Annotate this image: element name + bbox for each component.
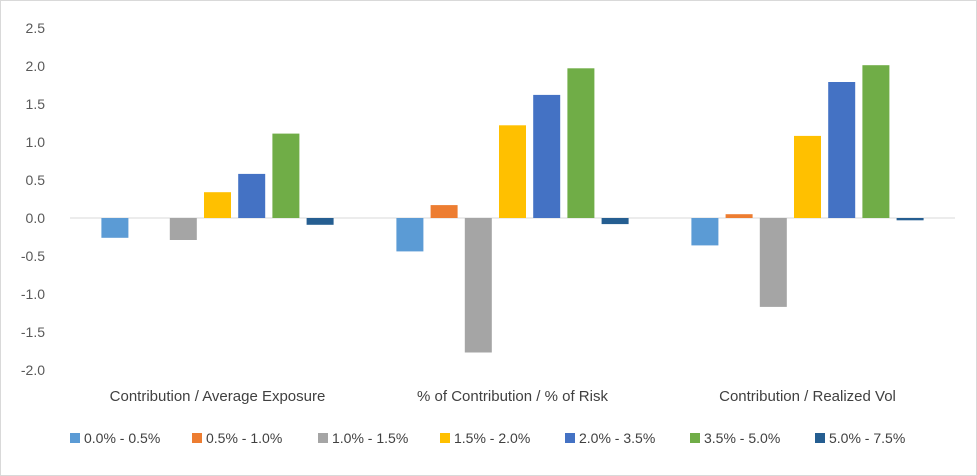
bar: [238, 173, 266, 218]
legend-label: 5.0% - 7.5%: [829, 430, 905, 446]
bar: [759, 218, 787, 307]
bar: [725, 214, 753, 218]
legend-label: 0.5% - 1.0%: [206, 430, 282, 446]
category-labels: Contribution / Average Exposure % of Cont…: [110, 388, 896, 405]
bar: [306, 218, 334, 225]
y-tick-label: 0.5: [26, 172, 46, 188]
bar: [794, 135, 821, 218]
legend-label: 1.0% - 1.5%: [332, 430, 408, 446]
y-tick-label: -1.0: [21, 286, 45, 302]
bar: [862, 65, 890, 218]
legend: 0.0% - 0.5% 0.5% - 1.0% 1.0% - 1.5% 1.5% - …: [70, 430, 905, 446]
bar: [169, 218, 197, 240]
bar: [499, 125, 526, 218]
legend-swatch: [192, 433, 202, 443]
bar: [691, 218, 719, 246]
bar: [204, 192, 231, 218]
y-tick-label: -2.0: [21, 362, 45, 378]
legend-swatch: [70, 433, 80, 443]
bar: [101, 218, 129, 238]
bar: [396, 218, 424, 252]
category-label: Contribution / Realized Vol: [719, 388, 896, 405]
legend-swatch: [815, 433, 825, 443]
bar: [567, 68, 595, 218]
legend-swatch: [565, 433, 575, 443]
category-label: Contribution / Average Exposure: [110, 388, 326, 405]
legend-label: 1.5% - 2.0%: [454, 430, 530, 446]
bar: [828, 82, 856, 218]
bar: [430, 205, 458, 218]
y-tick-label: 2.5: [26, 20, 46, 36]
y-tick-label: 0.0: [26, 210, 46, 226]
y-axis-ticks: 2.5 2.0 1.5 1.0 0.5 0.0 -0.5 -1.0 -1.5 -2.0: [21, 20, 45, 378]
legend-label: 3.5% - 5.0%: [704, 430, 780, 446]
bar: [533, 94, 561, 218]
legend-swatch: [440, 433, 450, 443]
bar: [272, 133, 300, 218]
bar: [601, 218, 629, 225]
category-label: % of Contribution / % of Risk: [417, 388, 608, 405]
bars: [101, 65, 924, 353]
y-tick-label: -0.5: [21, 248, 45, 264]
bar: [896, 218, 924, 221]
legend-swatch: [318, 433, 328, 443]
y-tick-label: 2.0: [26, 58, 46, 74]
bar: [464, 218, 492, 353]
y-tick-label: -1.5: [21, 324, 45, 340]
legend-label: 0.0% - 0.5%: [84, 430, 160, 446]
legend-label: 2.0% - 3.5%: [579, 430, 655, 446]
legend-swatch: [690, 433, 700, 443]
y-tick-label: 1.0: [26, 134, 46, 150]
y-tick-label: 1.5: [26, 96, 46, 112]
